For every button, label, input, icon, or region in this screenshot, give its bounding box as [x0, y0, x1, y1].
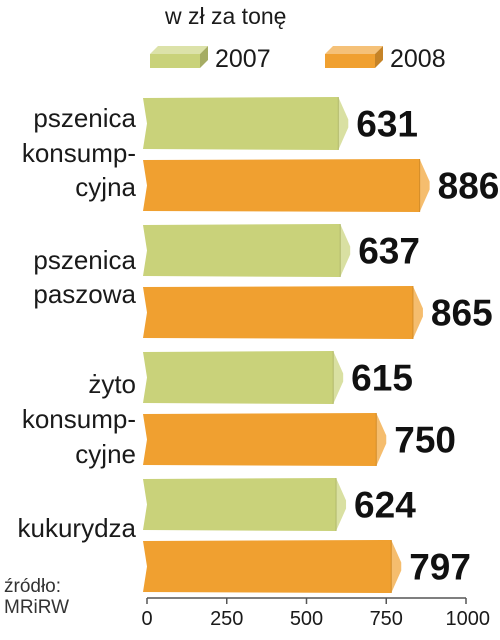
legend-swatch-side: [375, 46, 383, 68]
x-tick-label: 0: [141, 608, 152, 630]
legend: 2007 2008: [150, 45, 446, 73]
legend-swatch: [325, 54, 375, 68]
bar: [143, 97, 339, 150]
legend-label: 2008: [390, 45, 446, 73]
legend-item-2007: 2007: [150, 45, 271, 73]
category-label-2: żyto konsump-cyjne: [22, 369, 136, 469]
category-labels: pszenica konsump-cyjna pszenica paszowa żyto…: [18, 103, 137, 543]
bar-tip: [419, 159, 430, 212]
value-label: 797: [409, 547, 471, 588]
category-label-line: paszowa: [33, 279, 136, 309]
bar: [143, 159, 420, 212]
category-label-line: kukurydza: [18, 513, 137, 543]
bars: 631 886 637 865 615 750 624 797: [143, 97, 499, 593]
category-label-line: pszenica: [33, 245, 136, 275]
bar: [143, 351, 334, 404]
bar-tip: [338, 97, 349, 150]
x-tick-label: 1000: [446, 608, 491, 630]
x-axis: 0 250 500 750 1000: [141, 597, 491, 630]
bar: [143, 540, 392, 593]
legend-item-2008: 2008: [325, 45, 446, 73]
bar-2007-3: 624: [143, 478, 416, 531]
category-label-0: pszenica konsump-cyjna: [22, 103, 137, 202]
value-label: 631: [356, 104, 418, 145]
bar: [143, 478, 337, 531]
value-label: 886: [438, 166, 500, 207]
legend-label: 2007: [215, 45, 271, 73]
unit-label: w zł za tonę: [164, 3, 286, 29]
bar: [143, 224, 341, 277]
legend-swatch-side: [200, 46, 208, 68]
legend-swatch: [150, 54, 200, 68]
bar: [143, 286, 413, 339]
bar-2008-2: 750: [143, 413, 456, 466]
category-label-line: cyjne: [75, 439, 136, 469]
bar-2007-1: 637: [143, 224, 420, 277]
bar-2008-0: 886: [143, 159, 499, 212]
legend-swatch-top: [150, 46, 208, 54]
bar-tip: [340, 224, 351, 277]
bar-tip: [376, 413, 387, 466]
value-label: 865: [431, 293, 493, 334]
category-label-line: konsump-: [22, 138, 136, 168]
value-label: 615: [351, 358, 413, 399]
value-label: 624: [354, 485, 416, 526]
legend-swatch-top: [325, 46, 383, 54]
bar: [143, 413, 377, 466]
bar-tip: [412, 286, 423, 339]
bar-tip: [333, 351, 344, 404]
bar-2007-2: 615: [143, 351, 413, 404]
x-tick-label: 250: [210, 608, 243, 630]
bar-tip: [336, 478, 347, 531]
bar-tip: [391, 540, 402, 593]
category-label-3: kukurydza: [18, 513, 137, 543]
bar-2007-0: 631: [143, 97, 418, 150]
category-label-1: pszenica paszowa: [33, 245, 136, 309]
category-label-line: konsump-: [22, 404, 136, 434]
bar-2008-1: 865: [143, 286, 493, 339]
value-label: 750: [394, 420, 456, 461]
source-note: źródło:MRiRW: [4, 576, 69, 618]
category-label-line: cyjna: [75, 172, 136, 202]
x-tick-label: 500: [290, 608, 323, 630]
category-label-line: pszenica: [33, 103, 136, 133]
x-tick-label: 750: [370, 608, 403, 630]
source-line: MRiRW: [4, 597, 69, 618]
category-label-line: żyto: [88, 369, 136, 399]
bar-2008-3: 797: [143, 540, 471, 593]
source-line: źródło:: [4, 576, 61, 597]
value-label: 637: [358, 231, 420, 272]
